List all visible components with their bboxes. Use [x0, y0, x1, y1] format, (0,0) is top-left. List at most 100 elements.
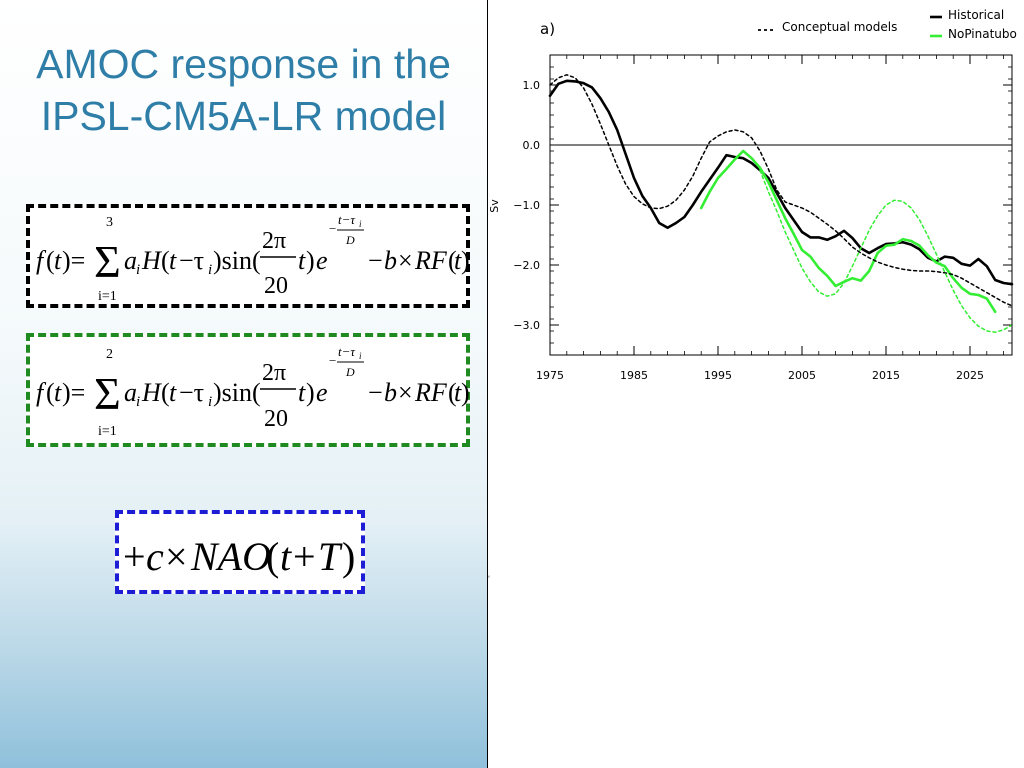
panel-label: a)	[540, 20, 555, 38]
legend-label-conceptual: Conceptual models	[782, 20, 897, 34]
svg-text:i: i	[136, 262, 140, 278]
y-tick-label: −1.0	[513, 199, 540, 212]
svg-text:H: H	[141, 246, 162, 275]
svg-text:t: t	[280, 534, 292, 579]
svg-text:H: H	[141, 378, 162, 407]
svg-text:a: a	[124, 246, 137, 275]
svg-text:(: (	[448, 246, 457, 275]
svg-text:)sin(: )sin(	[213, 246, 261, 275]
plot-frame	[549, 54, 1013, 356]
series-layer	[548, 74, 1014, 333]
svg-text:t: t	[54, 246, 62, 275]
svg-text:t: t	[54, 378, 62, 407]
stray-mark: ‘	[488, 574, 490, 584]
amoc-chart: a) Conceptual models Historical NoPinatu…	[488, 8, 1017, 382]
svg-text:f: f	[36, 378, 47, 407]
y-tick-label: 0.0	[523, 139, 541, 152]
svg-text:t−τ: t−τ	[338, 344, 356, 359]
svg-text:−τ: −τ	[179, 378, 204, 407]
equation-box-three-term: f ( t )= 3 Σ i=1 a i H ( t −τ i )sin( 2π…	[26, 204, 470, 308]
svg-text:i: i	[208, 262, 212, 278]
x-tick-labels: 1975 1985 1995 2005 2015 2025	[536, 369, 984, 382]
chart-legend: Conceptual models Historical NoPinatubo	[758, 8, 1017, 41]
svg-text:Σ: Σ	[94, 368, 121, 419]
x-tick-label: 1985	[620, 369, 648, 382]
svg-text:e: e	[316, 246, 328, 275]
y-tick-labels: 1.0 0.0 −1.0 −2.0 −3.0	[513, 79, 540, 332]
y-axis-label: Sv	[488, 199, 501, 213]
svg-text:2π: 2π	[262, 228, 286, 254]
svg-text:T: T	[318, 534, 343, 579]
svg-text:): )	[306, 378, 315, 407]
x-tick-label: 2005	[788, 369, 816, 382]
svg-text:RF: RF	[414, 378, 448, 407]
svg-text:)=: )=	[62, 378, 85, 407]
svg-text:t: t	[169, 378, 177, 407]
svg-text:(: (	[46, 246, 55, 275]
slide-title-line-1: AMOC response in the	[36, 41, 451, 87]
svg-text:i: i	[208, 394, 212, 410]
svg-text:)sin(: )sin(	[213, 378, 261, 407]
svg-text:D: D	[345, 365, 355, 379]
svg-text:t: t	[454, 378, 462, 407]
chart-panel: a) Conceptual models Historical NoPinatu…	[488, 0, 1024, 768]
series-line-historical-conceptual-model	[549, 74, 1013, 307]
svg-text:): )	[306, 246, 315, 275]
svg-text:): )	[461, 378, 470, 407]
svg-text:e: e	[316, 378, 328, 407]
svg-text:i: i	[136, 394, 140, 410]
slide-title-line-2: IPSL-CM5A-LR model	[40, 93, 447, 139]
legend-label-historical: Historical	[948, 8, 1004, 22]
y-tick-label: −2.0	[513, 259, 540, 272]
svg-text:RF: RF	[414, 246, 448, 275]
series-line-nopinatubo	[699, 149, 997, 314]
svg-text:t−τ: t−τ	[338, 212, 356, 227]
sum-lower-limit: i=1	[98, 424, 117, 439]
svg-text:): )	[342, 534, 355, 579]
svg-text:2π: 2π	[262, 360, 286, 386]
svg-text:(: (	[161, 246, 170, 275]
slide-left-panel: AMOC response in the IPSL-CM5A-LR model …	[0, 0, 487, 768]
slide-title: AMOC response in the IPSL-CM5A-LR model	[0, 38, 487, 142]
y-tick-label: −3.0	[513, 319, 540, 332]
svg-text:−: −	[329, 221, 336, 236]
sum-upper-limit: 3	[106, 215, 113, 230]
svg-text:b: b	[384, 246, 397, 275]
svg-text:t: t	[454, 246, 462, 275]
svg-text:): )	[461, 246, 470, 275]
panel-divider	[487, 0, 488, 768]
svg-text:(: (	[46, 378, 55, 407]
svg-text:−: −	[368, 378, 383, 407]
svg-text:−: −	[329, 353, 336, 368]
svg-text:+: +	[293, 534, 316, 579]
svg-text:NAO: NAO	[190, 534, 271, 579]
legend-label-nopinatubo: NoPinatubo	[948, 27, 1017, 41]
svg-text:Σ: Σ	[94, 236, 121, 287]
svg-text:i: i	[359, 351, 362, 361]
svg-text:a: a	[124, 378, 137, 407]
svg-text:i: i	[359, 219, 362, 229]
x-tick-label: 1975	[536, 369, 564, 382]
x-tick-label: 2015	[872, 369, 900, 382]
svg-text:×: ×	[398, 246, 413, 275]
svg-text:t: t	[169, 246, 177, 275]
svg-text:20: 20	[264, 273, 288, 299]
axis-ticks	[549, 54, 1012, 356]
svg-text:−τ: −τ	[179, 246, 204, 275]
series-line-nopinatubo-conceptual-model	[759, 169, 1013, 333]
svg-text:(: (	[266, 534, 279, 579]
x-tick-label: 1995	[704, 369, 732, 382]
series-line-historical	[548, 79, 1014, 286]
svg-text:(: (	[448, 378, 457, 407]
svg-text:−: −	[368, 246, 383, 275]
equation-box-two-term: f ( t )= 2 Σ i=1 a i H ( t −τ i )sin( 2π…	[26, 333, 470, 447]
svg-text:t: t	[298, 378, 306, 407]
svg-text:c: c	[146, 534, 164, 579]
equation-nao-term: + c × NAO ( t + T )	[123, 534, 355, 579]
y-tick-label: 1.0	[523, 79, 541, 92]
svg-text:f: f	[36, 246, 47, 275]
svg-text:)=: )=	[62, 246, 85, 275]
equation-three-term: f ( t )= 3 Σ i=1 a i H ( t −τ i )sin( 2π…	[36, 212, 470, 304]
svg-text:×: ×	[165, 534, 188, 579]
svg-text:(: (	[161, 378, 170, 407]
